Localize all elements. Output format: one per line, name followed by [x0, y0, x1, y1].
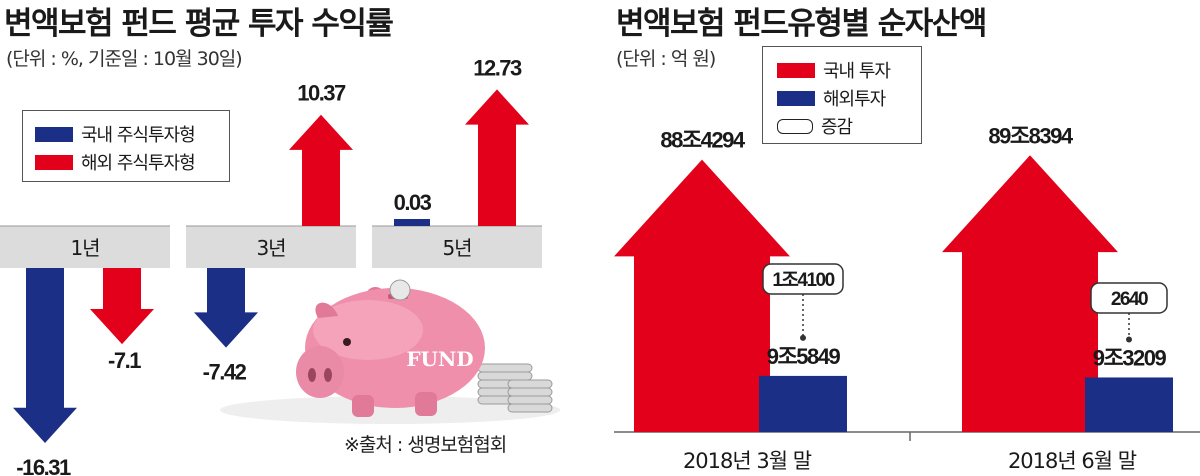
piggy-fund-label: FUND: [406, 347, 473, 371]
legend-swatch-blue: [35, 126, 73, 142]
net-asset-value-label: 9조5849: [767, 344, 841, 369]
left-chart-title: 변액보험 펀드 평균 투자 수익률: [4, 6, 394, 42]
return-value-label: 10.37: [297, 81, 346, 106]
period-label: 5년: [442, 236, 471, 260]
return-arrow-down: [13, 268, 77, 444]
net-asset-arrow-domestic: [942, 155, 1118, 432]
period-label: 2018년 3월 말: [683, 449, 812, 473]
legend-overseas-investment: 해외투자: [777, 85, 886, 111]
period-band: [186, 226, 356, 268]
legend-swatch-blue: [777, 90, 815, 106]
net-asset-value-label: 89조8394: [988, 123, 1073, 148]
left-legend: 국내 주식투자형 해외 주식투자형: [22, 110, 230, 182]
period-label: 1년: [70, 236, 99, 260]
legend-label: 해외 주식투자형: [81, 153, 196, 174]
return-arrow-up: [289, 114, 353, 226]
period-band: [372, 226, 542, 268]
legend-overseas-stock: 해외 주식투자형: [35, 149, 196, 175]
net-asset-arrow-domestic: [614, 159, 790, 432]
legend-label: 증감: [821, 117, 853, 138]
left-chart: 1년 3년 5년 -16.31 -7.42 0.03 -7.1 10.37 12.73: [0, 55, 542, 476]
legend-swatch-red: [777, 62, 815, 78]
change-leader-dot: [1126, 336, 1132, 343]
left-chart-subtitle: (단위 : %, 기준일 : 10월 30일): [6, 48, 243, 70]
legend-swatch-outline: [777, 118, 813, 134]
piggy-bank-image: FUND: [220, 279, 560, 424]
return-value-label: -7.42: [203, 360, 247, 385]
right-legend: 국내 투자 해외투자 증감: [762, 46, 922, 144]
source-note: ※출처 : 생명보험협회: [344, 434, 507, 456]
return-arrow-down: [90, 268, 154, 345]
return-bar: [394, 219, 430, 226]
period-band: [0, 226, 170, 268]
legend-change: 증감: [777, 113, 853, 139]
legend-swatch-red: [35, 154, 73, 170]
return-arrow-down: [194, 268, 258, 348]
change-leader-dot: [800, 334, 806, 341]
net-asset-bar-overseas: [1085, 377, 1173, 432]
right-chart: 2018년 3월 말 2018년 6월 말 88조4294 89조8394 9조5849…: [614, 123, 1200, 473]
period-label: 2018년 6월 말: [1008, 449, 1137, 473]
legend-label: 해외투자: [823, 89, 886, 110]
return-arrow-up: [465, 89, 529, 226]
net-asset-value-label: 9조3209: [1093, 345, 1167, 370]
legend-label: 국내 투자: [823, 61, 891, 82]
net-asset-value-label: 88조4294: [660, 128, 745, 153]
right-chart-title: 변액보험 펀드유형별 순자산액: [616, 6, 987, 42]
legend-domestic-investment: 국내 투자: [777, 57, 891, 83]
return-value-label: 12.73: [473, 55, 522, 80]
legend-label: 국내 주식투자형: [81, 125, 196, 146]
return-value-label: -7.1: [108, 348, 141, 373]
period-label: 3년: [256, 236, 285, 260]
right-chart-subtitle: (단위 : 억 원): [616, 48, 716, 70]
legend-domestic-stock: 국내 주식투자형: [35, 121, 196, 147]
change-value-label: 2640: [1111, 289, 1148, 310]
change-value-label: 1조4100: [772, 270, 834, 291]
return-value-label: 0.03: [394, 190, 432, 215]
net-asset-bar-overseas: [759, 375, 847, 432]
return-value-label: -16.31: [16, 455, 71, 476]
